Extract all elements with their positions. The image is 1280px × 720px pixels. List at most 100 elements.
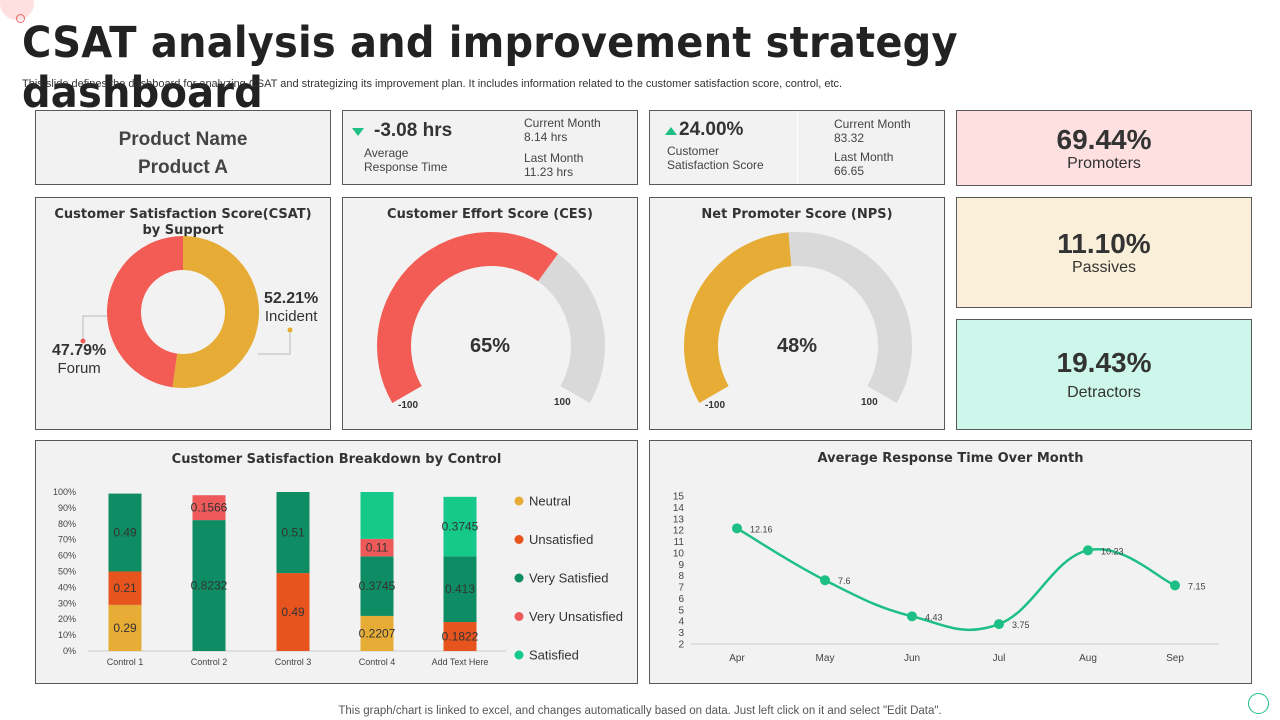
y-tick-label: 4 bbox=[678, 617, 684, 628]
nps-max-label: 100 bbox=[861, 397, 878, 408]
stacked-bar-chart: 0% 10% 20% 30% 40% 50% 60% 70% 80% 90% 100% 0.29 0.2… bbox=[53, 487, 623, 667]
forum-label: Forum bbox=[57, 360, 101, 377]
x-tick-label: Add Text Here bbox=[432, 657, 489, 667]
donut-slice-forum bbox=[106, 236, 183, 388]
legend-marker bbox=[514, 612, 524, 621]
data-point bbox=[820, 575, 830, 586]
y-tick-label: 11 bbox=[674, 537, 685, 548]
page-subtitle: This slide defines the dashboard for ana… bbox=[22, 78, 843, 90]
csat-change: 24.00% bbox=[679, 119, 744, 140]
ces-title: Customer Effort Score (CES) bbox=[387, 207, 593, 222]
bar-segment bbox=[192, 495, 226, 521]
incident-label: Incident bbox=[264, 308, 318, 325]
y-tick-label: 5 bbox=[678, 605, 684, 616]
legend-label: Very Unsatisfied bbox=[529, 609, 623, 624]
product-value: Product A bbox=[137, 157, 229, 178]
ces-max-label: 100 bbox=[554, 397, 571, 408]
breakdown-panel: Customer Satisfaction Breakdown by Contr… bbox=[35, 440, 638, 684]
y-tick-label: 100% bbox=[53, 487, 76, 497]
nps-gauge bbox=[684, 232, 912, 403]
bar-segment bbox=[360, 492, 394, 539]
y-tick-label: 20% bbox=[58, 614, 76, 624]
donut-slice-incident bbox=[172, 236, 259, 388]
decor-ring-icon bbox=[16, 14, 25, 23]
forum-leader-dot bbox=[80, 338, 86, 344]
gauge-track bbox=[788, 232, 912, 403]
y-tick-label: 14 bbox=[673, 503, 685, 514]
bar-data-label: 0.49 bbox=[281, 605, 305, 619]
bar-data-label: 0.11 bbox=[366, 541, 389, 555]
data-point bbox=[1170, 580, 1180, 591]
y-tick-label: 50% bbox=[58, 567, 76, 577]
data-point bbox=[1083, 545, 1093, 556]
bar-title: Customer Satisfaction Breakdown by Contr… bbox=[171, 452, 502, 467]
response-change: -3.08 hrs bbox=[374, 120, 453, 141]
last-month-value: 11.23 hrs bbox=[524, 165, 574, 179]
bar-data-label: 0.3745 bbox=[359, 579, 396, 593]
current-month-value: 8.14 hrs bbox=[524, 130, 568, 144]
series-line bbox=[736, 527, 1176, 632]
detractors-label: Detractors bbox=[1067, 384, 1141, 401]
ces-min-label: -100 bbox=[398, 400, 419, 411]
y-tick-label: 12 bbox=[673, 526, 685, 537]
bar-segment bbox=[276, 492, 310, 574]
passives-card: 11.10% Passives bbox=[956, 197, 1252, 308]
gauge-fill bbox=[684, 232, 792, 403]
bar-segment bbox=[276, 573, 310, 651]
legend-label: Satisfied bbox=[529, 648, 579, 663]
csat-label-2: Satisfaction Score bbox=[667, 158, 764, 172]
y-tick-label: 80% bbox=[58, 519, 76, 529]
incident-value: 52.21% bbox=[264, 290, 319, 307]
passives-value: 11.10% bbox=[1057, 228, 1151, 259]
product-label: Product Name bbox=[118, 129, 248, 150]
nps-gauge-panel: Net Promoter Score (NPS) 48% -100 100 bbox=[649, 197, 945, 430]
bar-segment bbox=[360, 556, 394, 616]
trend-up-icon bbox=[665, 127, 677, 135]
page-title: CSAT analysis and improvement strategy d… bbox=[22, 18, 958, 118]
data-label: 10.23 bbox=[1101, 546, 1124, 556]
y-tick-label: 8 bbox=[678, 571, 684, 582]
nps-value: 48% bbox=[776, 335, 818, 357]
bar-data-label: 0.1566 bbox=[191, 501, 228, 515]
x-tick-label: May bbox=[816, 653, 835, 664]
y-tick-label: 60% bbox=[58, 551, 76, 561]
ces-gauge-panel: Customer Effort Score (CES) 65% -100 100 bbox=[342, 197, 638, 430]
x-tick-label: Control 3 bbox=[275, 657, 312, 667]
gauge-track bbox=[538, 253, 605, 403]
last-month-label: Last Month bbox=[834, 150, 894, 164]
legend-marker bbox=[514, 535, 524, 544]
data-label: 7.15 bbox=[1188, 581, 1206, 591]
bar-data-label: 0.21 bbox=[113, 581, 137, 595]
csat-score-card: 24.00% Customer Satisfaction Score Curren… bbox=[649, 110, 945, 185]
current-month-value: 83.32 bbox=[834, 131, 865, 145]
card-divider bbox=[797, 111, 798, 184]
last-month-label: Last Month bbox=[524, 151, 584, 165]
bar-data-label: 0.29 bbox=[113, 621, 137, 635]
x-tick-label: Control 1 bbox=[107, 657, 144, 667]
bar-data-label: 0.49 bbox=[113, 526, 137, 540]
bar-data-label: 0.8232 bbox=[191, 579, 228, 593]
legend-label: Neutral bbox=[529, 494, 571, 509]
x-tick-label: Sep bbox=[1166, 653, 1184, 664]
nps-min-label: -100 bbox=[705, 400, 726, 411]
bar-segment bbox=[360, 615, 394, 651]
y-tick-label: 3 bbox=[678, 628, 684, 639]
bar-segment bbox=[108, 571, 142, 605]
trend-down-icon bbox=[352, 128, 364, 136]
incident-leader-line bbox=[258, 330, 291, 355]
y-tick-label: 7 bbox=[678, 583, 684, 594]
bar-segment bbox=[443, 622, 477, 651]
bar-segment bbox=[443, 496, 477, 557]
data-label: 7.6 bbox=[838, 576, 851, 586]
y-tick-label: 70% bbox=[58, 535, 76, 545]
data-label: 3.75 bbox=[1012, 620, 1030, 630]
bar-segment bbox=[443, 556, 477, 623]
x-tick-label: Jul bbox=[993, 653, 1006, 664]
y-tick-label: 30% bbox=[58, 598, 76, 608]
y-tick-label: 0% bbox=[63, 646, 76, 656]
forum-leader-line bbox=[82, 315, 110, 341]
nps-title: Net Promoter Score (NPS) bbox=[701, 207, 893, 222]
product-card: Product Name Product A bbox=[35, 110, 331, 185]
legend-marker bbox=[514, 496, 524, 506]
